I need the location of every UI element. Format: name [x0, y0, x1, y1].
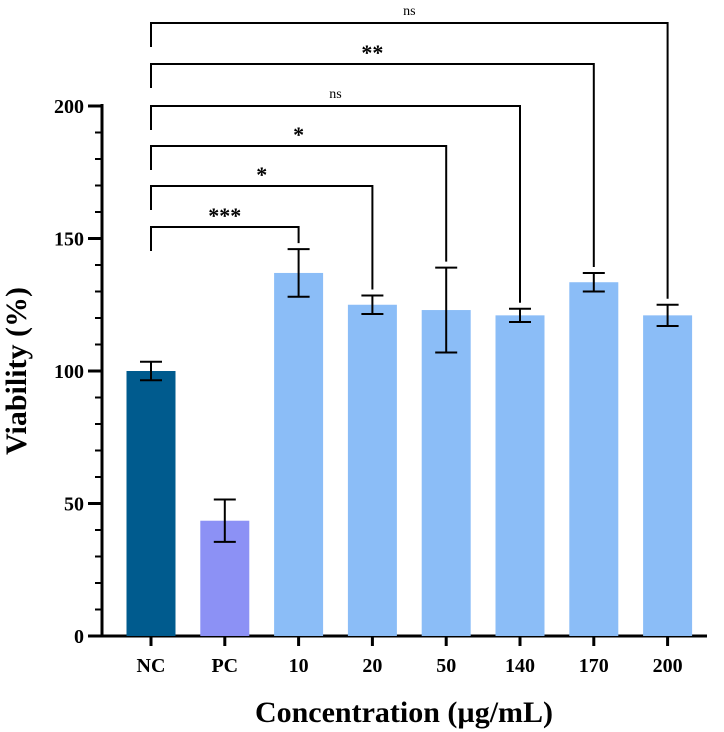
y-tick-label: 0 [74, 626, 84, 648]
bar-140 [495, 315, 545, 636]
significance-label: * [293, 122, 304, 147]
x-tick-label: 170 [579, 655, 609, 677]
bar-200 [643, 315, 693, 636]
significance-bracket [150, 226, 300, 251]
bar-10 [274, 272, 324, 636]
significance-label: *** [208, 203, 241, 228]
y-tick-label: 50 [64, 494, 84, 516]
bar-50 [421, 310, 471, 636]
significance-bracket [150, 63, 595, 267]
bar-nc [126, 371, 176, 636]
significance-bracket [150, 105, 521, 303]
significance-bracket [150, 185, 374, 290]
significance-group: *****ns**ns [150, 4, 669, 303]
bar-170 [569, 282, 619, 636]
x-tick-label: PC [211, 655, 238, 677]
significance-label: ns [329, 87, 341, 102]
y-tick-label: 150 [54, 229, 84, 251]
significance-label: * [256, 162, 267, 187]
significance-label: ** [361, 40, 383, 65]
x-tick-label: NC [137, 655, 166, 677]
error-bars-group [140, 248, 679, 543]
x-tick-label: 200 [653, 655, 683, 677]
significance-label: ns [403, 4, 415, 19]
significance-bracket [150, 22, 669, 299]
bars-group [126, 272, 693, 636]
significance-bracket [150, 145, 448, 262]
y-axis-title: Viability (%) [0, 287, 33, 455]
x-tick-label: 140 [505, 655, 535, 677]
x-tick-label: 10 [289, 655, 309, 677]
x-tick-label: 50 [436, 655, 456, 677]
bar-20 [347, 304, 397, 636]
x-axis-title: Concentration (µg/mL) [255, 696, 553, 729]
x-tick-label: 20 [362, 655, 382, 677]
y-tick-label: 200 [54, 96, 84, 118]
y-ticks-group: 0 50 100 150 200 [54, 96, 102, 648]
y-tick-label: 100 [54, 361, 84, 383]
x-tick-labels-group: NC PC 10 20 50 140 170 200 [137, 636, 683, 677]
